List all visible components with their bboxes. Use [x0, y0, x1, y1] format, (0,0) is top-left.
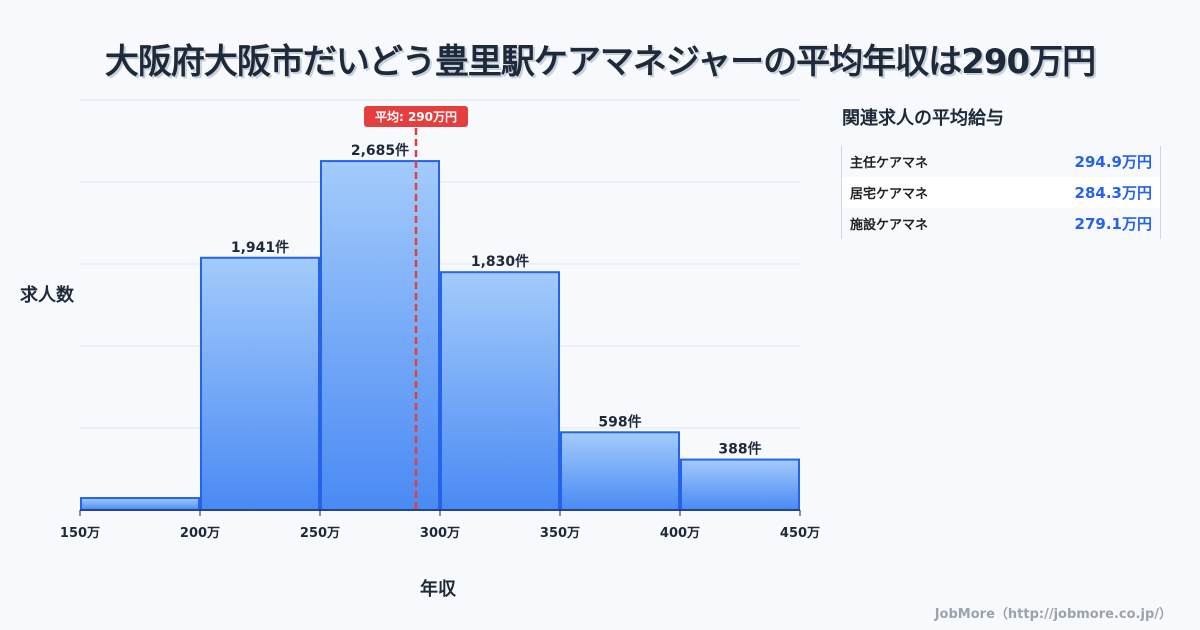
x-tick-label: 450万 [780, 526, 820, 541]
page-title: 大阪府大阪市だいどう豊里駅ケアマネジャーの平均年収は290万円 [104, 42, 1096, 82]
salary-row: 居宅ケアマネ 284.3万円 [842, 177, 1160, 208]
bar-value-label: 2,685件 [351, 142, 409, 159]
average-label: 平均: 290万円 [375, 109, 457, 124]
job-name: 居宅ケアマネ [850, 187, 929, 202]
y-axis-label: 求人数 [20, 285, 74, 306]
bar-value-label: 598件 [598, 413, 641, 430]
histogram-chart: 1,941件 2,685件 1,830件 598件 388件 150万 200万 250万 30… [60, 99, 820, 541]
histogram-bar [320, 160, 440, 511]
related-salaries-table: 主任ケアマネ 294.9万円 居宅ケアマネ 284.3万円 施設ケアマネ 279.1万… [841, 146, 1161, 239]
x-tick-label: 150万 [60, 526, 100, 541]
x-axis-label: 年収 [420, 579, 456, 600]
histogram-bar [440, 271, 560, 511]
bar-value-label: 1,941件 [231, 239, 289, 256]
salary-value: 294.9万円 [1074, 153, 1152, 171]
related-salaries-title: 関連求人の平均給与 [842, 108, 1004, 129]
salary-value: 279.1万円 [1074, 215, 1152, 233]
x-tick-label: 300万 [420, 526, 460, 541]
salary-value: 284.3万円 [1074, 184, 1152, 202]
x-tick-label: 250万 [300, 526, 340, 541]
histogram-bar [200, 256, 320, 511]
job-name: 施設ケアマネ [850, 218, 929, 233]
x-tick-label: 350万 [540, 526, 580, 541]
histogram-bar [80, 497, 200, 511]
bar-value-label: 1,830件 [471, 253, 529, 270]
histogram-bar [560, 431, 680, 511]
salary-row: 主任ケアマネ 294.9万円 [842, 146, 1160, 177]
footer-credit: JobMore（http://jobmore.co.jp/） [934, 607, 1172, 622]
x-tick-label: 400万 [660, 526, 700, 541]
job-name: 主任ケアマネ [850, 156, 929, 171]
bar-value-label: 388件 [718, 441, 761, 458]
x-tick-label: 200万 [180, 526, 220, 541]
average-badge [364, 106, 468, 127]
salary-row: 施設ケアマネ 279.1万円 [842, 208, 1160, 239]
histogram-bar [680, 458, 800, 512]
